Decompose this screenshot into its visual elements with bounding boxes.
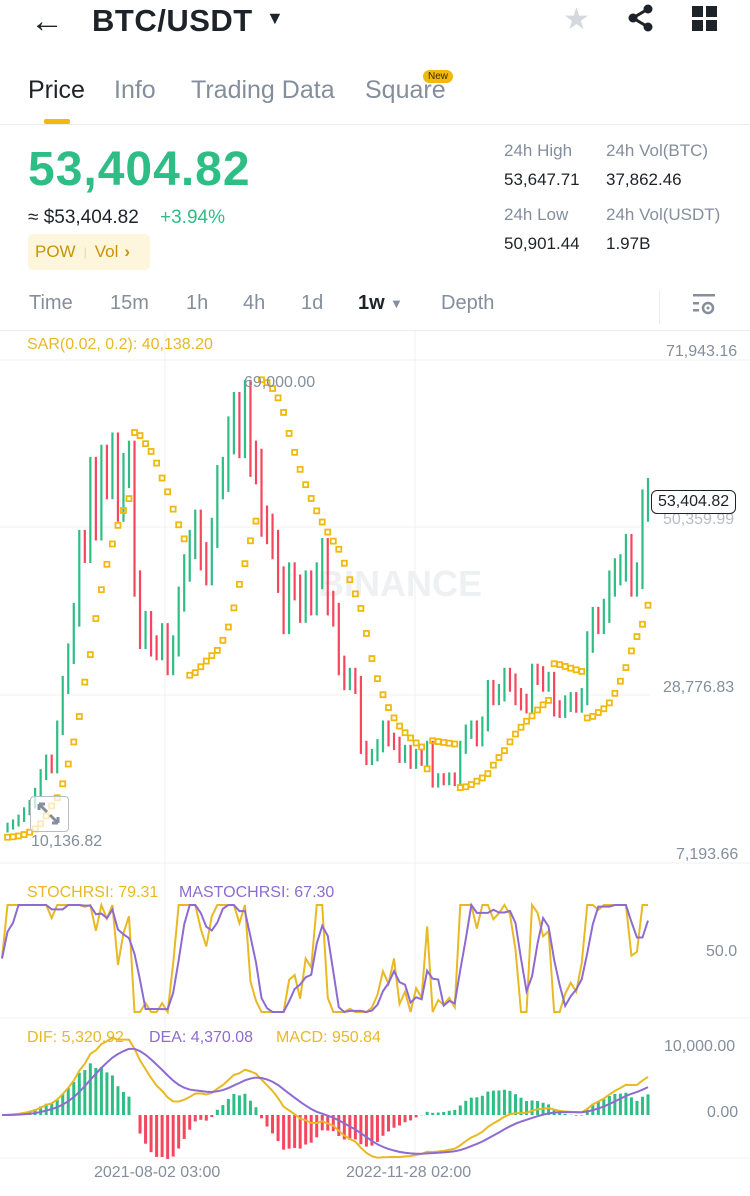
- back-arrow-icon[interactable]: ←: [30, 2, 64, 40]
- stat-24h-high-label: 24h High: [504, 141, 573, 160]
- approx-usd-price: ≈ $53,404.82: [28, 207, 139, 228]
- y-axis-label: 10,000.00: [664, 1038, 736, 1055]
- tab-info[interactable]: Info: [114, 76, 156, 104]
- chart-settings-icon[interactable]: [692, 292, 718, 323]
- chevron-right-icon: ›: [124, 242, 131, 261]
- pair-selector[interactable]: BTC/USDT: [92, 3, 253, 38]
- tag-pow: POW: [35, 242, 76, 261]
- layout-grid-icon[interactable]: [692, 6, 718, 37]
- interval-1d[interactable]: 1d: [301, 292, 324, 314]
- mastochrsi-label: MASTOCHRSI: 67.30: [179, 884, 335, 901]
- stat-24h-vol-btc-label: 24h Vol(BTC): [606, 141, 709, 160]
- y-axis-label: 71,943.16: [666, 343, 738, 360]
- divider: [0, 330, 750, 331]
- dif-label: DIF: 5,320.92: [27, 1029, 124, 1046]
- y-axis-label: 28,776.83: [663, 679, 735, 696]
- stat-24h-low-label: 24h Low: [504, 205, 569, 224]
- divider: [0, 124, 750, 125]
- tag-separator: |: [83, 245, 87, 259]
- divider: [659, 290, 660, 324]
- x-axis-label: 2021-08-02 03:00: [94, 1164, 221, 1181]
- high-price-marker: 69,000.00: [244, 374, 316, 391]
- y-axis-label: 50.0: [706, 943, 738, 960]
- expand-chart-button[interactable]: [30, 796, 69, 832]
- top-bar: ← BTC/USDT ▼ ★: [0, 0, 750, 60]
- interval-depth[interactable]: Depth: [441, 292, 495, 314]
- low-price-marker: 10,136.82: [31, 833, 103, 850]
- stat-24h-vol-btc-value: 37,862.46: [606, 170, 682, 189]
- x-axis-label: 2022-11-28 02:00: [346, 1164, 472, 1181]
- svg-text:BINANCE: BINANCE: [318, 563, 482, 604]
- favorite-star-icon[interactable]: ★: [563, 3, 590, 36]
- price-change-percent: +3.94%: [160, 207, 225, 228]
- interval-1h[interactable]: 1h: [186, 292, 209, 314]
- stat-24h-high-value: 53,647.71: [504, 170, 580, 189]
- expand-arrows-icon: [37, 802, 60, 825]
- interval-time[interactable]: Time: [29, 292, 73, 314]
- stat-24h-vol-usdt-value: 1.97B: [606, 234, 651, 253]
- y-axis-label: 0.00: [707, 1104, 739, 1121]
- macd-label: MACD: 950.84: [276, 1029, 381, 1046]
- interval-bar: Time 15m 1h 4h 1d 1w ▼ Depth: [0, 292, 750, 328]
- tags-button[interactable]: POW | Vol ›: [28, 234, 150, 270]
- tab-price[interactable]: Price: [28, 76, 85, 104]
- interval-dropdown-caret-icon[interactable]: ▼: [390, 296, 403, 311]
- interval-15m[interactable]: 15m: [110, 292, 149, 314]
- current-price-tag: 53,404.82: [651, 490, 737, 514]
- tag-vol: Vol: [94, 242, 119, 261]
- stat-24h-vol-usdt-label: 24h Vol(USDT): [606, 205, 721, 224]
- sar-indicator-label: SAR(0.02, 0.2): 40,138.20: [27, 336, 213, 353]
- y-axis-label: 7,193.66: [676, 846, 739, 863]
- share-icon[interactable]: [626, 3, 656, 38]
- stat-24h-low-value: 50,901.44: [504, 234, 580, 253]
- last-price: 53,404.82: [28, 143, 251, 196]
- y-axis-label: 50,359.99: [663, 511, 735, 528]
- new-badge: New: [423, 70, 454, 83]
- tab-trading-data[interactable]: Trading Data: [191, 76, 335, 104]
- active-tab-indicator: [44, 119, 70, 124]
- interval-1w[interactable]: 1w: [358, 292, 385, 314]
- dea-label: DEA: 4,370.08: [149, 1029, 254, 1046]
- pair-dropdown-caret-icon[interactable]: ▼: [266, 8, 284, 28]
- stochrsi-label: STOCHRSI: 79.31: [27, 884, 159, 901]
- interval-4h[interactable]: 4h: [243, 292, 266, 314]
